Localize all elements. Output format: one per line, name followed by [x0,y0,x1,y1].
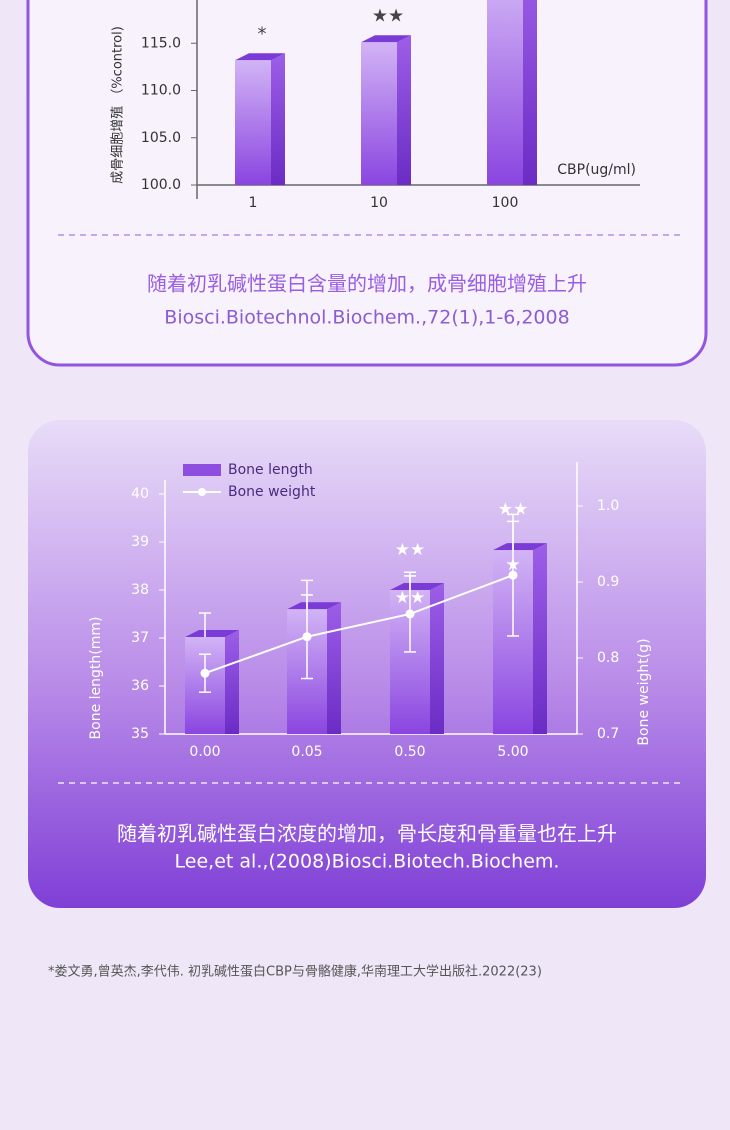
bar-top [185,630,239,638]
x-tick-label: 100 [492,195,519,211]
y-tick-label: 115.0 [141,35,181,51]
x-tick-label: 0.05 [291,744,322,760]
bar-side [533,543,547,734]
x-tick-label: 1 [249,195,258,211]
x-tick-label: 0.00 [189,744,220,760]
citation: Lee,et al.,(2008)Biosci.Biotech.Biochem. [175,851,560,873]
bar-top [361,35,411,43]
y-tick-label: 110.0 [141,83,181,99]
x-tick-label: 10 [370,195,388,211]
point [200,668,210,678]
y2-tick-label: 1.0 [597,498,619,514]
y-tick-label: 36 [131,678,149,694]
legend-swatch [198,488,206,496]
point [508,570,518,580]
bar-top [235,53,285,61]
caption: 随着初乳碱性蛋白浓度的增加，骨长度和骨重量也在上升 [117,822,617,846]
bar-top [493,543,547,551]
bar-top [390,583,444,590]
annotation: * [258,23,267,44]
bar-side [523,0,537,185]
x-axis-label: CBP(ug/ml) [557,162,636,178]
y-tick-label: 40 [131,486,149,502]
legend-label: Bone length [228,462,313,478]
y-tick-label: 38 [131,582,149,598]
y-tick-label: 100.0 [141,177,181,193]
annotation: ★★ [498,499,528,519]
bar-side [327,602,341,734]
y2-tick-label: 0.7 [597,726,619,742]
bar [361,42,397,186]
legend-swatch [183,464,221,476]
citation: Biosci.Biotechnol.Biochem.,72(1),1-6,200… [164,307,569,329]
x-tick-label: 0.50 [394,744,425,760]
caption: 随着初乳碱性蛋白含量的增加，成骨细胞增殖上升 [147,272,587,296]
point [302,632,312,642]
bar-side [430,583,444,734]
bar-side [225,630,239,734]
y-axis-label: Bone length(mm) [88,617,104,740]
bar-side [397,35,411,186]
y2-axis-label: Bone weight(g) [636,638,652,745]
y-tick-label: 39 [131,534,149,550]
point [405,609,415,619]
legend-label: Bone weight [228,484,316,500]
bar [487,0,523,185]
bar [235,60,271,186]
y2-tick-label: 0.8 [597,650,619,666]
y2-tick-label: 0.9 [597,574,619,590]
annotation: ★★ [395,588,425,608]
annotation: ★★ [372,5,404,26]
y-tick-label: 105.0 [141,130,181,146]
footnote: *娄文勇,曾英杰,李代伟. 初乳碱性蛋白CBP与骨骼健康,华南理工大学出版社.2… [48,964,542,980]
card [28,420,706,908]
x-tick-label: 5.00 [497,744,528,760]
y-tick-label: 37 [131,630,149,646]
annotation: ★★ [395,540,425,560]
y-axis-label: 成骨细胞增殖 （%control) [110,26,126,184]
annotation: ★ [505,555,520,575]
bar-top [287,602,341,610]
bar-side [271,53,285,186]
y-tick-label: 35 [131,726,149,742]
line [204,574,514,675]
